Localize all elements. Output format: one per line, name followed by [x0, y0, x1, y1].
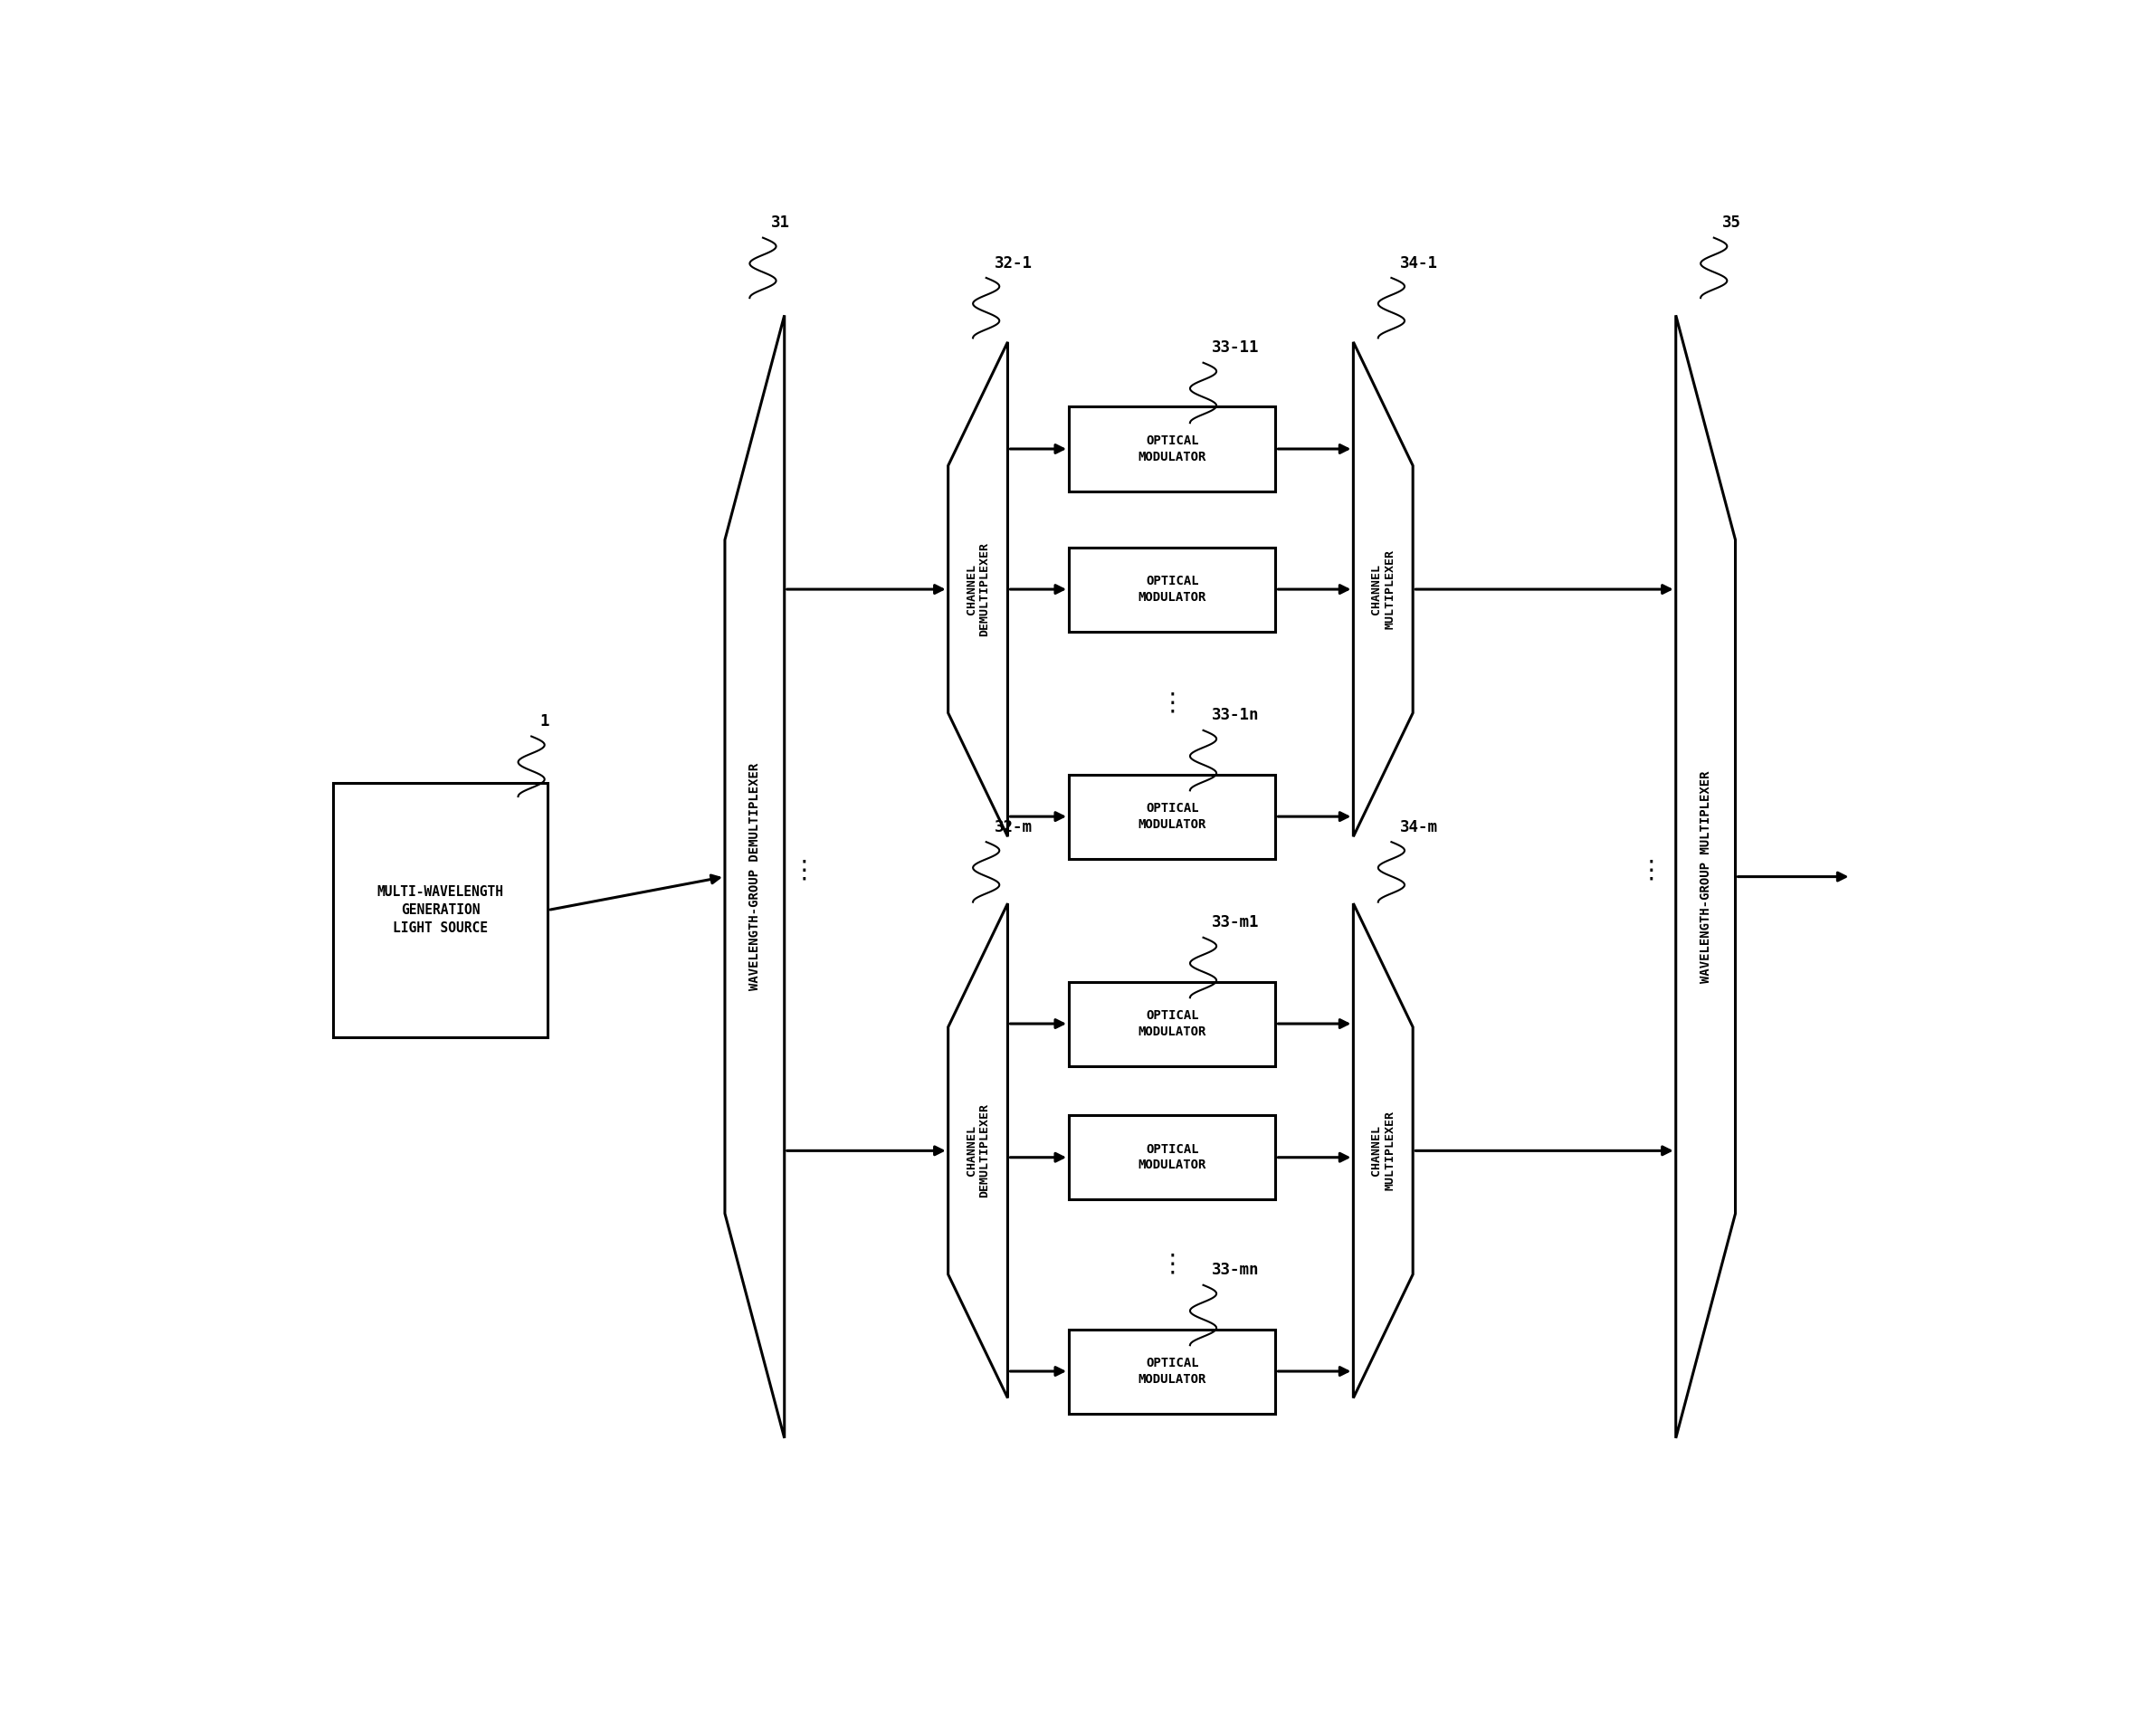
- Text: WAVELENGTH-GROUP MULTIPLEXER: WAVELENGTH-GROUP MULTIPLEXER: [1699, 771, 1711, 983]
- Bar: [1069, 774, 1276, 859]
- Polygon shape: [1353, 903, 1413, 1397]
- Text: CHANNEL
DEMULTIPLEXER: CHANNEL DEMULTIPLEXER: [965, 542, 990, 637]
- Bar: [1069, 547, 1276, 632]
- Bar: [1069, 406, 1276, 491]
- Text: 1: 1: [540, 713, 548, 729]
- Text: 33-m1: 33-m1: [1212, 915, 1259, 930]
- Bar: [1069, 981, 1276, 1066]
- Text: 32-m: 32-m: [994, 819, 1033, 835]
- Text: OPTICAL
MODULATOR: OPTICAL MODULATOR: [1137, 1010, 1206, 1038]
- Text: MULTI-WAVELENGTH
GENERATION
LIGHT SOURCE: MULTI-WAVELENGTH GENERATION LIGHT SOURCE: [378, 885, 504, 934]
- Bar: [1069, 1115, 1276, 1200]
- Polygon shape: [1353, 342, 1413, 837]
- Text: CHANNEL
DEMULTIPLEXER: CHANNEL DEMULTIPLEXER: [965, 1104, 990, 1198]
- Text: 34-1: 34-1: [1400, 255, 1438, 271]
- Text: ⋮: ⋮: [792, 858, 817, 882]
- Text: 31: 31: [770, 215, 790, 231]
- Polygon shape: [947, 342, 1007, 837]
- Text: OPTICAL
MODULATOR: OPTICAL MODULATOR: [1137, 1144, 1206, 1172]
- Text: 33-1n: 33-1n: [1212, 707, 1259, 724]
- Text: 35: 35: [1722, 215, 1741, 231]
- Bar: [1069, 1330, 1276, 1413]
- Text: CHANNEL
MULTIPLEXER: CHANNEL MULTIPLEXER: [1370, 1111, 1396, 1191]
- Text: OPTICAL
MODULATOR: OPTICAL MODULATOR: [1137, 575, 1206, 604]
- Text: ⋮: ⋮: [1159, 1252, 1184, 1278]
- Text: ⋮: ⋮: [1159, 691, 1184, 715]
- Text: OPTICAL
MODULATOR: OPTICAL MODULATOR: [1137, 802, 1206, 832]
- Text: ⋮: ⋮: [1639, 858, 1665, 882]
- Text: 33-mn: 33-mn: [1212, 1262, 1259, 1278]
- Text: OPTICAL
MODULATOR: OPTICAL MODULATOR: [1137, 434, 1206, 464]
- Text: WAVELENGTH-GROUP DEMULTIPLEXER: WAVELENGTH-GROUP DEMULTIPLEXER: [749, 764, 762, 990]
- Polygon shape: [947, 903, 1007, 1397]
- Polygon shape: [1675, 316, 1735, 1437]
- Text: 34-m: 34-m: [1400, 819, 1438, 835]
- Text: CHANNEL
MULTIPLEXER: CHANNEL MULTIPLEXER: [1370, 550, 1396, 628]
- Text: 32-1: 32-1: [994, 255, 1033, 271]
- Text: 33-11: 33-11: [1212, 340, 1259, 356]
- Text: OPTICAL
MODULATOR: OPTICAL MODULATOR: [1137, 1358, 1206, 1385]
- Polygon shape: [726, 316, 785, 1437]
- Bar: [333, 783, 548, 1036]
